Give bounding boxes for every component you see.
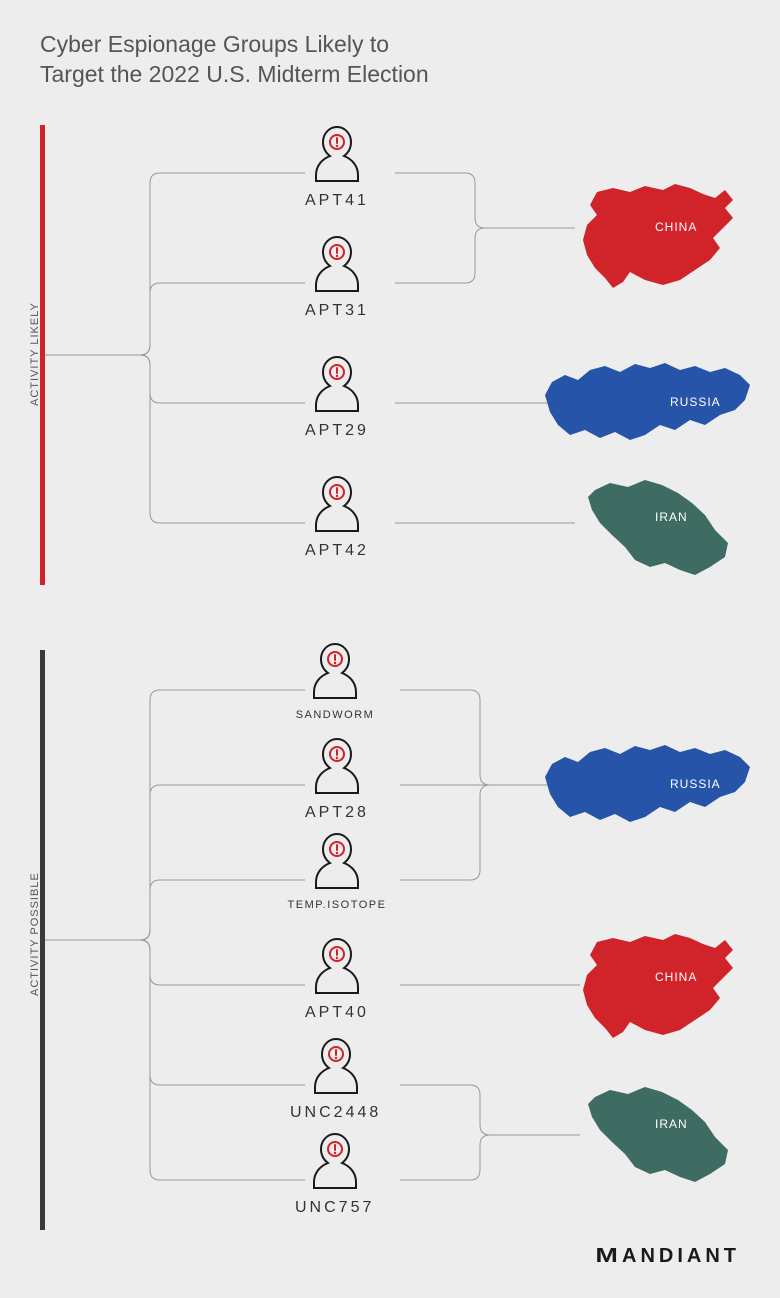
threat-actor-icon (312, 832, 362, 890)
chart-title: Cyber Espionage Groups Likely to Target … (40, 30, 429, 90)
country-label: CHINA (655, 970, 697, 984)
country-iran-2: IRAN (580, 1082, 735, 1192)
actor-label: UNC2448 (290, 1104, 381, 1122)
actor-apt42: APT42 (305, 475, 369, 560)
section-likely: ACTIVITY LIKELY APT41 APT31 (40, 125, 740, 585)
actor-apt31: APT31 (305, 235, 369, 320)
threat-actor-icon (312, 235, 362, 293)
actor-apt29: APT29 (305, 355, 369, 440)
actor-apt28: APT28 (305, 737, 369, 822)
threat-actor-icon (312, 475, 362, 533)
country-label: RUSSIA (670, 777, 721, 791)
possible-label: ACTIVITY POSSIBLE (29, 872, 41, 996)
actor-label: APT41 (305, 192, 369, 210)
china-map-icon (575, 180, 740, 290)
brand-m-glyph: M (596, 1245, 624, 1268)
threat-actor-icon (310, 1132, 360, 1190)
likely-label: ACTIVITY LIKELY (29, 302, 41, 406)
country-russia-2: RUSSIA (540, 742, 755, 832)
section-possible: ACTIVITY POSSIBLE SANDWORM APT28 (40, 650, 740, 1230)
country-china-2: CHINA (575, 930, 740, 1045)
threat-actor-icon (312, 355, 362, 413)
threat-actor-icon (311, 1037, 361, 1095)
china-map-icon (575, 930, 740, 1040)
country-label: IRAN (655, 1117, 688, 1131)
actor-label: APT28 (305, 804, 369, 822)
title-line2: Target the 2022 U.S. Midterm Election (40, 61, 429, 87)
actor-apt41: APT41 (305, 125, 369, 210)
country-russia: RUSSIA (540, 360, 755, 450)
actor-label: TEMP.ISOTOPE (282, 899, 392, 911)
country-label: IRAN (655, 510, 688, 524)
threat-actor-icon (310, 642, 360, 700)
actor-label: SANDWORM (285, 709, 385, 721)
actor-unc2448: UNC2448 (290, 1037, 381, 1122)
actor-tempisotope: TEMP.ISOTOPE (282, 832, 392, 911)
threat-actor-icon (312, 125, 362, 183)
threat-actor-icon (312, 937, 362, 995)
connector-likely-left (45, 125, 305, 585)
connector-possible-left (45, 650, 305, 1230)
connector-possible-right (400, 650, 580, 1230)
actor-unc757: UNC757 (295, 1132, 374, 1217)
country-label: RUSSIA (670, 395, 721, 409)
connector-likely-right (395, 125, 575, 585)
iran-map-icon (580, 475, 735, 580)
actor-label: APT42 (305, 542, 369, 560)
actor-label: APT29 (305, 422, 369, 440)
title-line1: Cyber Espionage Groups Likely to (40, 31, 389, 57)
iran-map-icon (580, 1082, 735, 1187)
brand-logo: MANDIANT (599, 1245, 740, 1268)
threat-actor-icon (312, 737, 362, 795)
country-china: CHINA (575, 180, 740, 295)
actor-label: APT31 (305, 302, 369, 320)
actor-label: UNC757 (295, 1199, 374, 1217)
country-label: CHINA (655, 220, 697, 234)
russia-map-icon (540, 742, 755, 827)
actor-sandworm: SANDWORM (285, 642, 385, 721)
country-iran: IRAN (580, 475, 735, 585)
russia-map-icon (540, 360, 755, 445)
actor-label: APT40 (305, 1004, 369, 1022)
brand-rest: ANDIANT (622, 1245, 740, 1267)
actor-apt40: APT40 (305, 937, 369, 1022)
